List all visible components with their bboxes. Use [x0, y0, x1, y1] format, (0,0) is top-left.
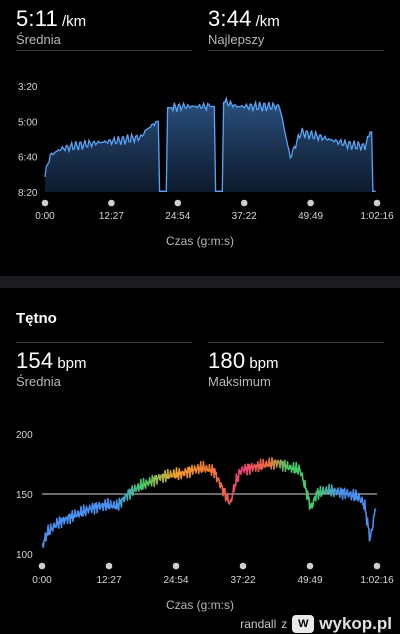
pace-x-tick-label: 1:02:16	[360, 211, 394, 222]
wykop-logo-icon: W	[292, 615, 315, 633]
pace-chart[interactable]: 3:20 5:00 6:40 8:20 0:00 12:27 24:54 37:22 49:4…	[0, 70, 400, 250]
heart-x-tick-dot	[239, 562, 247, 570]
heart-x-tick-dot	[172, 562, 180, 570]
pace-x-tick-dot	[108, 199, 115, 207]
heart-x-tick-dot	[105, 562, 113, 570]
pace-x-axis-title: Czas (g:m:s)	[165, 234, 234, 248]
heart-max-label: Maksimum	[208, 374, 271, 389]
pace-stats-divider-left	[16, 50, 192, 51]
heart-x-tick-label: 37:22	[230, 575, 255, 586]
pace-y-tick-label: 6:40	[18, 153, 38, 164]
heart-x-axis-title: Czas (g:m:s)	[165, 598, 234, 612]
footer-user: randall	[240, 617, 277, 631]
heart-avg-value: 154	[16, 348, 54, 373]
heart-x-tick-label: 24:54	[163, 575, 188, 586]
heart-x-tick-label: 1:02:16	[360, 575, 394, 586]
heart-y-tick-label: 200	[16, 430, 33, 441]
heart-title-divider-left	[16, 342, 192, 343]
heart-avg-label: Średnia	[16, 374, 61, 389]
heart-max-unit: bpm	[249, 355, 279, 372]
pace-avg-block: 5:11/km Średnia	[16, 6, 86, 47]
pace-x-tick-dot	[307, 199, 314, 207]
pace-x-tick-label: 12:27	[99, 211, 124, 222]
heart-rate-chart[interactable]: 200 150 100 0:00 12:27 24:54 37:22 49:49 1:02:1…	[0, 420, 400, 590]
heart-max-block: 180 bpm Maksimum	[208, 348, 279, 389]
heart-x-tick-label: 12:27	[96, 575, 121, 586]
pace-x-tick-dot	[41, 199, 49, 207]
pace-stats-divider-right	[208, 50, 384, 51]
pace-best-unit: /km	[255, 13, 280, 30]
pace-avg-unit: /km	[62, 13, 87, 30]
pace-avg-value-row: 5:11/km	[16, 6, 86, 32]
pace-x-tick-dot	[240, 199, 248, 207]
heart-x-tick-label: 0:00	[32, 575, 52, 586]
heart-max-value: 180	[208, 348, 246, 373]
pace-x-tick-dot	[373, 199, 381, 207]
pace-x-tick-dot	[174, 199, 182, 207]
pace-y-tick-label: 8:20	[18, 188, 38, 199]
pace-x-tick-label: 24:54	[165, 211, 190, 222]
wykop-watermark: randall z W wykop.pl	[240, 614, 392, 634]
heart-title-divider-right	[208, 342, 384, 343]
pace-line	[44, 95, 376, 192]
pace-best-label: Najlepszy	[208, 32, 265, 47]
heart-rate-line	[41, 456, 377, 549]
pace-best-value-row: 3:44/km	[208, 6, 280, 32]
pace-avg-label: Średnia	[16, 32, 61, 47]
pace-y-tick-label: 5:00	[18, 117, 38, 128]
heart-avg-value-row: 154 bpm	[16, 348, 87, 374]
pace-x-tick-label: 37:22	[232, 211, 257, 222]
pace-best-block: 3:44/km Najlepszy	[208, 6, 280, 47]
heart-max-value-row: 180 bpm	[208, 348, 279, 374]
footer-site: wykop.pl	[319, 614, 392, 633]
heart-x-tick-dot	[38, 562, 46, 570]
heart-x-tick-dot	[373, 562, 381, 570]
heart-section-title: Tętno	[16, 310, 57, 327]
pace-x-tick-label: 49:49	[298, 211, 323, 222]
footer-z: z	[281, 617, 288, 631]
heart-y-tick-label: 150	[16, 490, 33, 501]
heart-y-tick-label: 100	[16, 550, 33, 561]
heart-x-tick-label: 49:49	[297, 575, 322, 586]
heart-avg-unit: bpm	[57, 355, 87, 372]
section-gap	[0, 276, 400, 288]
pace-x-tick-label: 0:00	[35, 211, 55, 222]
pace-avg-value: 5:11	[16, 6, 58, 31]
pace-y-tick-label: 3:20	[18, 82, 38, 93]
heart-avg-block: 154 bpm Średnia	[16, 348, 87, 389]
heart-x-tick-dot	[306, 562, 314, 570]
pace-best-value: 3:44	[208, 6, 252, 31]
pace-area-fill	[45, 98, 376, 192]
